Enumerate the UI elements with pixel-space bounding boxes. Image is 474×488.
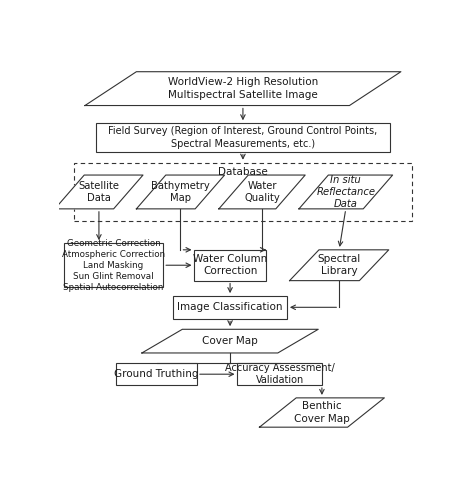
Polygon shape <box>142 329 318 353</box>
Bar <box>194 250 266 281</box>
Text: Water Column
Correction: Water Column Correction <box>193 254 267 276</box>
Polygon shape <box>55 175 143 209</box>
Text: Spectral
Library: Spectral Library <box>318 254 361 276</box>
Text: Geometric Correction
Atmospheric Correction
Land Masking
Sun Glint Removal
Spati: Geometric Correction Atmospheric Correct… <box>62 239 165 292</box>
Text: Satellite
Data: Satellite Data <box>78 181 119 203</box>
Bar <box>64 243 163 287</box>
Bar <box>96 123 390 152</box>
Text: Image Classification: Image Classification <box>177 302 283 312</box>
Polygon shape <box>85 72 401 105</box>
Text: Cover Map: Cover Map <box>202 336 258 346</box>
Text: In situ
Reflectance
Data: In situ Reflectance Data <box>316 175 375 209</box>
Polygon shape <box>137 175 225 209</box>
Text: WorldView-2 High Resolution
Multispectral Satellite Image: WorldView-2 High Resolution Multispectra… <box>168 78 318 100</box>
Bar <box>74 163 412 221</box>
Polygon shape <box>299 175 392 209</box>
Text: Accuracy Assessment/
Validation: Accuracy Assessment/ Validation <box>225 363 335 386</box>
Text: Ground Truthing: Ground Truthing <box>114 369 199 379</box>
Bar <box>173 296 287 319</box>
Bar <box>116 363 197 385</box>
Polygon shape <box>259 398 384 427</box>
Text: Bathymetry
Map: Bathymetry Map <box>151 181 210 203</box>
Polygon shape <box>219 175 305 209</box>
Text: Field Survey (Region of Interest, Ground Control Points,
Spectral Measurements, : Field Survey (Region of Interest, Ground… <box>108 126 378 149</box>
Bar <box>237 363 322 385</box>
Text: Database: Database <box>218 167 268 177</box>
Text: Water
Quality: Water Quality <box>244 181 280 203</box>
Polygon shape <box>290 250 389 281</box>
Text: Benthic
Cover Map: Benthic Cover Map <box>294 401 350 424</box>
